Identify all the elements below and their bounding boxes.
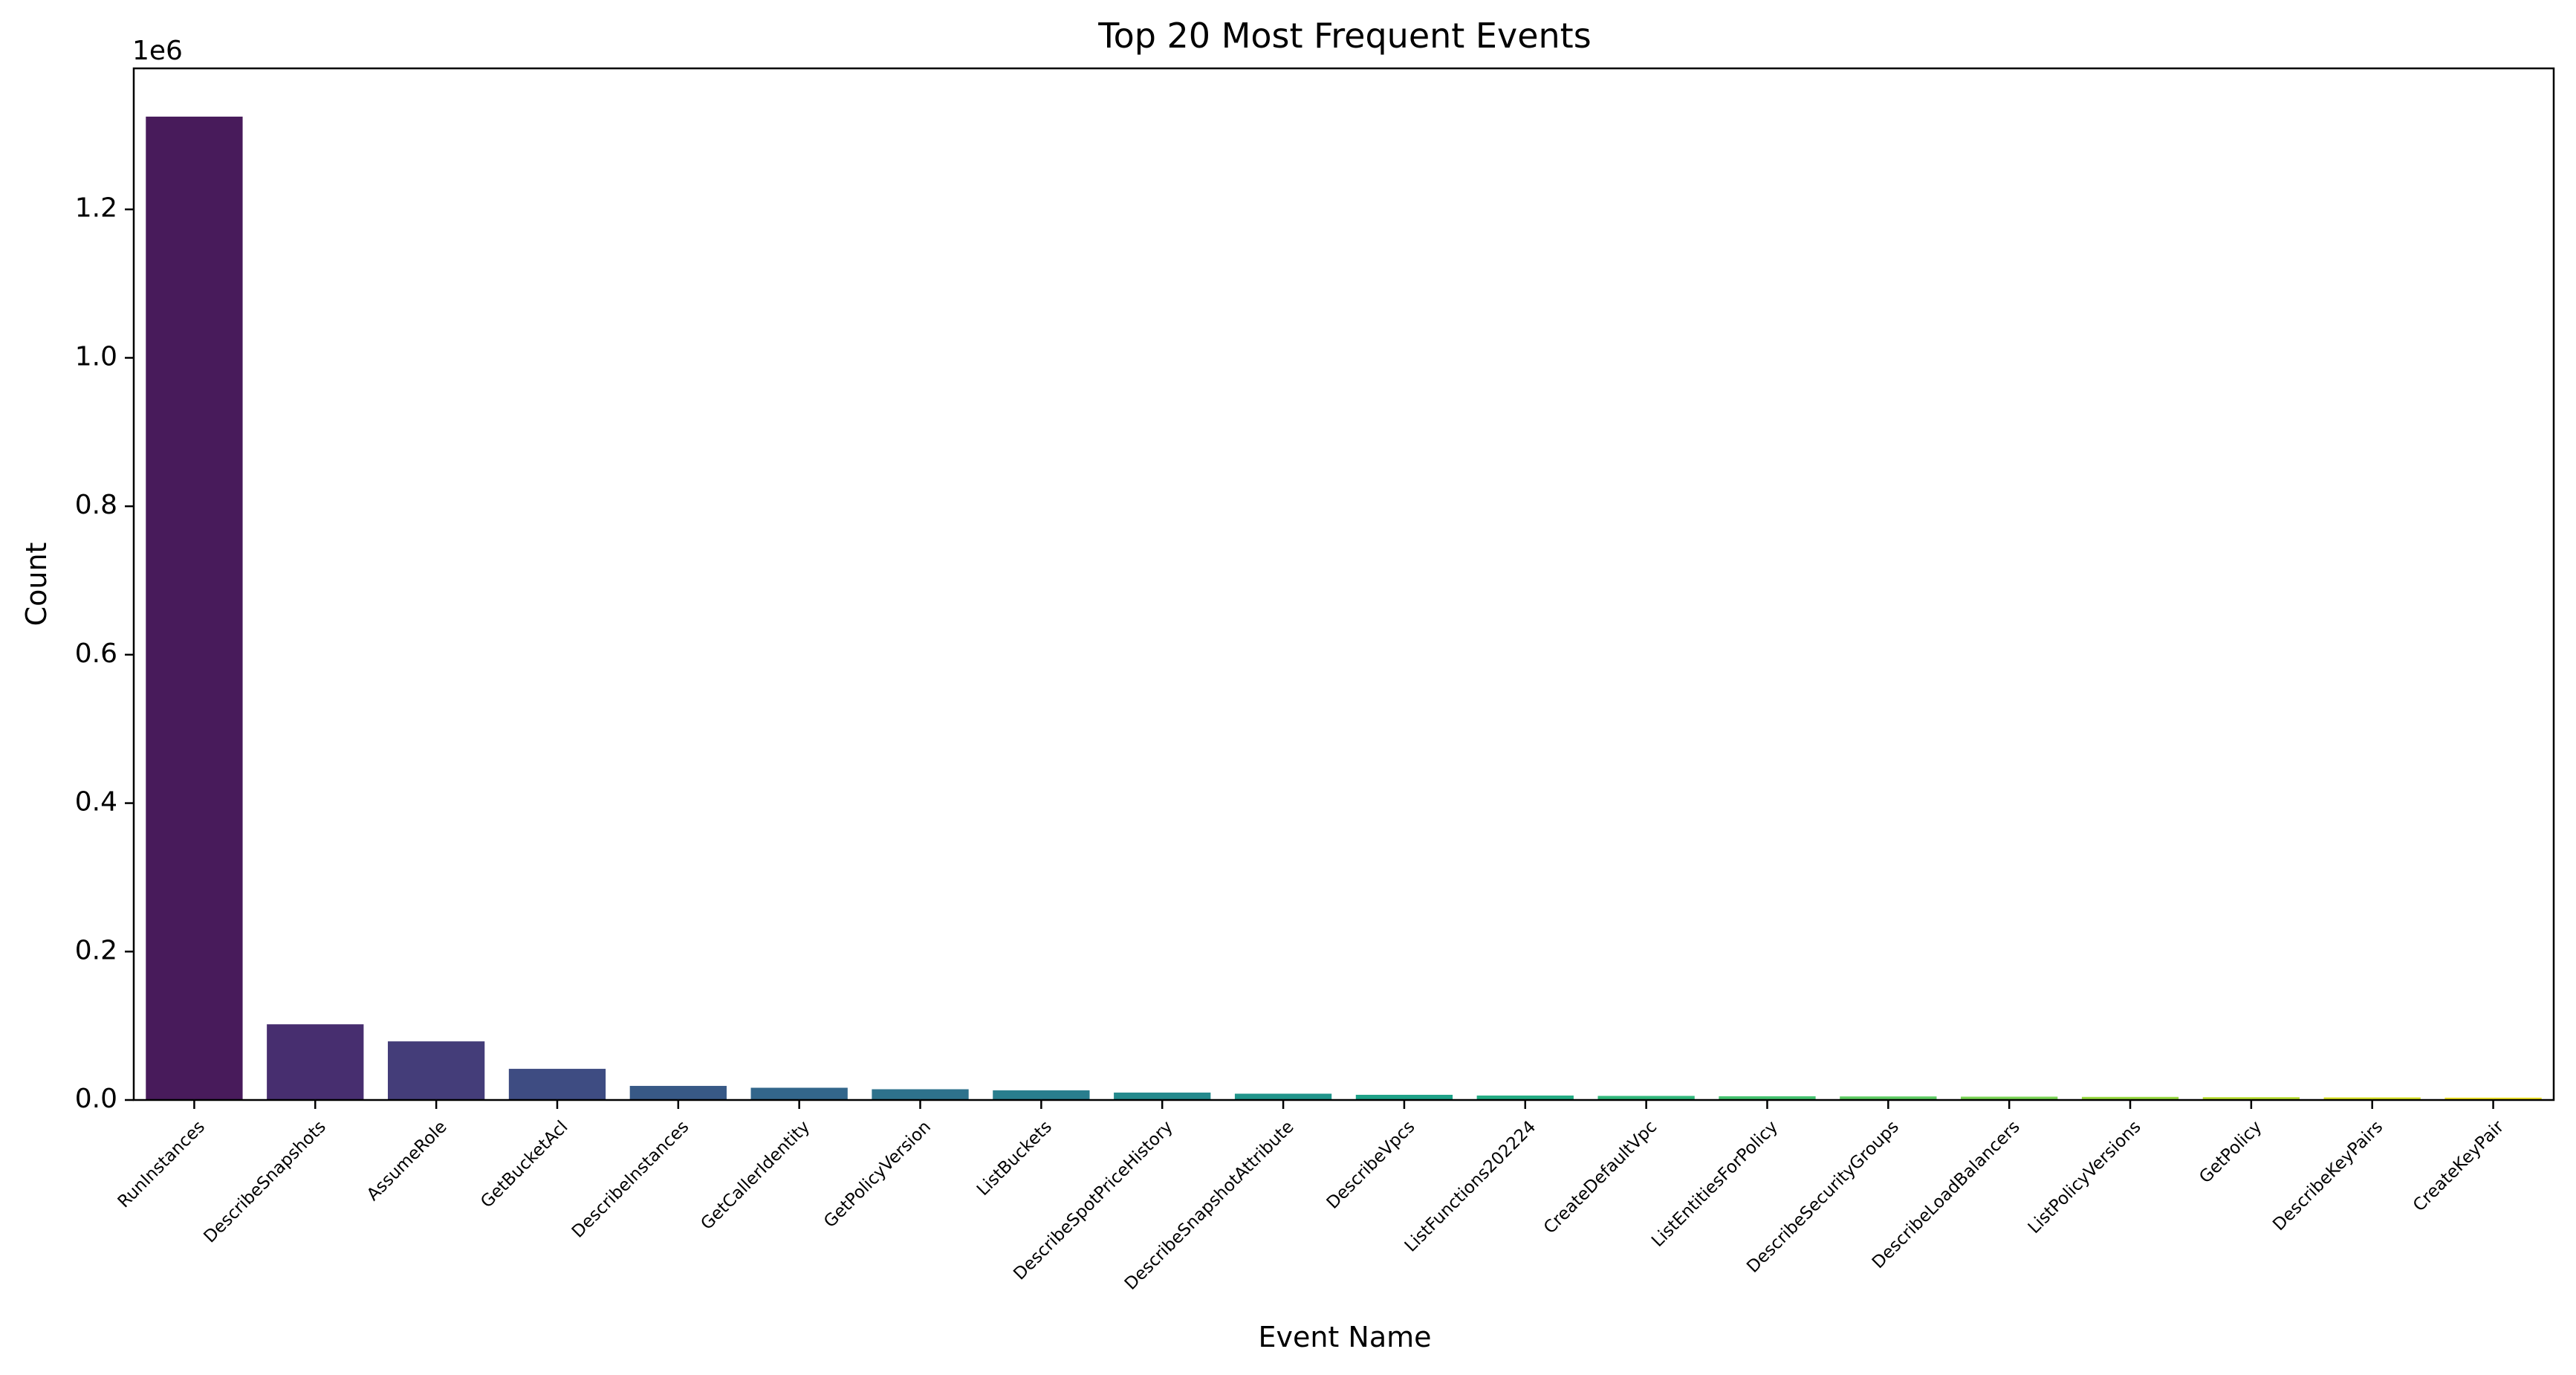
bar-DescribeSnapshots (267, 1024, 364, 1100)
bar-DescribeSecurityGroups (1840, 1096, 1937, 1100)
x-axis-label: Event Name (1258, 1321, 1431, 1353)
bar-DescribeSpotPriceHistory (1114, 1093, 1211, 1100)
bar-DescribeLoadBalancers (1961, 1096, 2058, 1100)
chart-title: Top 20 Most Frequent Events (1097, 16, 1591, 56)
bars-group (146, 116, 2542, 1100)
bar-GetCallerIdentity (750, 1087, 848, 1100)
bar-CreateKeyPair (2444, 1097, 2542, 1100)
y-tick-label: 0.6 (75, 638, 117, 669)
bar-DescribeSnapshotAttribute (1234, 1093, 1332, 1100)
bar-ListBuckets (993, 1090, 1090, 1100)
y-axis-offset-label: 1e6 (132, 36, 183, 66)
y-tick-label: 0.8 (75, 490, 117, 520)
bar-GetPolicy (2202, 1097, 2300, 1100)
bar-GetBucketAcl (508, 1069, 606, 1100)
y-tick-label: 0.2 (75, 935, 117, 965)
y-ticks-group: 0.0 0.2 0.4 0.6 0.8 1.0 1.2 (75, 193, 134, 1114)
y-tick-label: 1.0 (75, 341, 117, 372)
bar-DescribeInstances (629, 1086, 727, 1100)
bar-DescribeKeyPairs (2323, 1097, 2421, 1100)
y-axis-label: Count (20, 543, 53, 627)
bar-AssumeRole (387, 1041, 485, 1100)
y-tick-label: 1.2 (75, 193, 117, 224)
bar-ListPolicyVersions (2081, 1096, 2179, 1100)
bar-DescribeVpcs (1355, 1095, 1453, 1100)
bar-GetPolicyVersion (872, 1089, 969, 1100)
bar-ListFunctions202224 (1476, 1096, 1574, 1100)
bar-ListEntitiesForPolicy (1719, 1096, 1816, 1100)
bar-CreateDefaultVpc (1597, 1096, 1695, 1100)
plot-frame (132, 67, 2555, 1101)
y-tick-label: 0.0 (75, 1084, 117, 1114)
bar-RunInstances (146, 116, 243, 1100)
y-tick-label: 0.4 (75, 787, 117, 818)
